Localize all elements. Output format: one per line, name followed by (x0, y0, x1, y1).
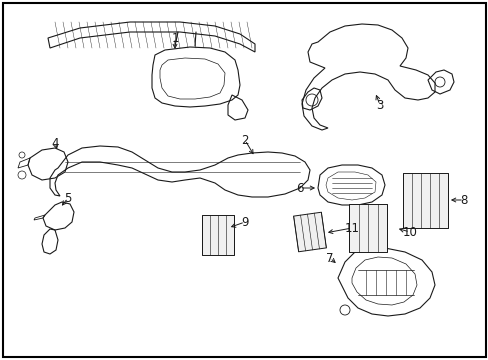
Text: 9: 9 (241, 216, 248, 229)
Text: 6: 6 (296, 181, 303, 194)
Text: 10: 10 (402, 225, 417, 239)
Text: 3: 3 (376, 99, 383, 112)
Text: 8: 8 (459, 194, 467, 207)
Text: 7: 7 (325, 252, 333, 265)
Bar (293, 212, 325, 252)
Bar (402, 172, 447, 228)
Text: 2: 2 (241, 134, 248, 147)
Text: 11: 11 (344, 221, 359, 234)
Text: 1: 1 (171, 32, 179, 45)
Text: 4: 4 (51, 136, 59, 149)
Bar (348, 204, 386, 252)
Bar (202, 215, 234, 255)
Text: 5: 5 (64, 192, 72, 204)
